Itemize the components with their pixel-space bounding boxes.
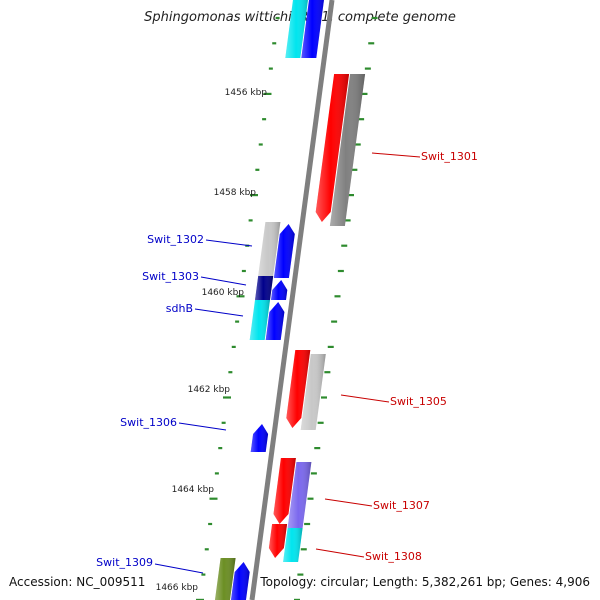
gene-swit-1301-gray-shade: [329, 74, 366, 226]
outer-tick-marks: [294, 16, 378, 600]
label-swit-1305: Swit_1305: [390, 395, 447, 408]
label-swit-1303-leader: [200, 276, 247, 286]
gene-swit-1306-shade: [250, 424, 269, 452]
gene-swit-1302-shade: [273, 224, 295, 278]
gene-swit-1309-shade: [230, 562, 250, 600]
label-leader-lines: [154, 152, 421, 574]
label-swit-1309: Swit_1309: [96, 556, 153, 569]
gene-swit-1303-shade: [271, 280, 288, 300]
gene-swit-1302-gray-shade: [257, 222, 281, 278]
scale-label: 1464 kbp: [172, 485, 215, 495]
gene-swit-1308-shade: [283, 528, 303, 562]
topology-text: Topology: circular; Length: 5,382,261 bp…: [260, 575, 590, 589]
gene-sdhb-cyan-shade: [249, 300, 270, 340]
label-sdhb-leader: [194, 308, 244, 317]
scale-label: 1460 kbp: [202, 288, 245, 298]
scale-label: 1466 kbp: [156, 583, 199, 593]
label-swit-1301-leader: [371, 152, 421, 158]
gene-swit-1307-shade: [287, 462, 312, 528]
label-swit-1308-leader: [315, 548, 365, 558]
scale-label: 1462 kbp: [188, 385, 231, 395]
gene-swit-1305-gray-shade: [300, 354, 326, 430]
label-swit-1308: Swit_1308: [365, 550, 422, 563]
label-swit-1309-leader: [154, 563, 204, 574]
gene-swit-1307-red-shade: [273, 458, 296, 524]
gene-swit-1301-shade: [315, 74, 350, 222]
label-swit-1305-leader: [340, 394, 390, 403]
accession-text: Accession: NC_009511: [9, 575, 146, 589]
gene-blue-top-shade: [301, 0, 324, 58]
gene-swit-1308-red-shade: [268, 524, 288, 558]
scale-label: 1456 kbp: [225, 88, 268, 98]
label-swit-1302: Swit_1302: [147, 233, 204, 246]
genome-backbone: [249, 0, 335, 600]
scale-label: 1458 kbp: [214, 188, 257, 198]
inner-tick-marks: [196, 16, 280, 600]
label-swit-1302-leader: [205, 239, 253, 247]
gene-swit-1309-olive-shade: [214, 558, 236, 600]
gene-sdhb-shade: [265, 302, 285, 340]
label-swit-1306-leader: [178, 422, 227, 431]
label-swit-1306: Swit_1306: [120, 416, 177, 429]
label-swit-1303: Swit_1303: [142, 270, 199, 283]
gene-swit-1305-shade: [286, 350, 311, 428]
label-swit-1301: Swit_1301: [421, 150, 478, 163]
label-swit-1307: Swit_1307: [373, 499, 430, 512]
map-labels: Swit_1301 Swit_1302 Swit_1303 sdhB Swit_1305…: [96, 88, 478, 593]
gene-cyan-top-shade: [285, 0, 308, 58]
label-swit-1307-leader: [324, 498, 373, 507]
gene-features: [214, 0, 366, 600]
label-sdhb: sdhB: [166, 302, 193, 315]
gene-swit-1303-dark-shade: [255, 276, 274, 300]
